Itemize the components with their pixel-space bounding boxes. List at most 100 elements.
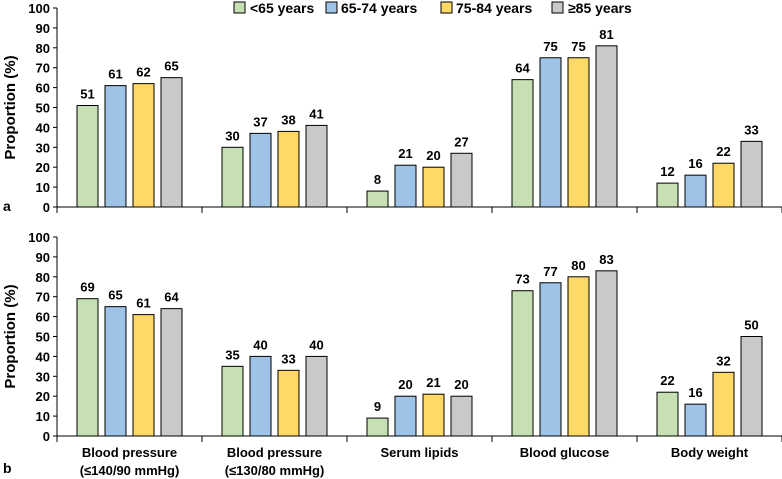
y-tick-label: 60 <box>36 310 50 325</box>
bar <box>740 140 763 208</box>
y-tick-label: 50 <box>36 330 50 345</box>
data-label: 77 <box>543 264 557 279</box>
legend-label: 75-84 years <box>456 0 533 16</box>
data-label: 41 <box>309 106 323 121</box>
bar <box>366 417 389 437</box>
y-tick-label: 80 <box>36 270 50 285</box>
data-label: 75 <box>571 39 585 54</box>
y-tick-label: 20 <box>36 160 50 175</box>
data-label: 37 <box>253 114 267 129</box>
y-tick-label: 100 <box>28 1 50 16</box>
y-tick-label: 60 <box>36 81 50 96</box>
data-label: 16 <box>688 156 702 171</box>
panel-a: Proportion (%) 0 10 20 30 40 50 60 70 80 90 100 51 61… <box>2 1 782 215</box>
y-tick-label: 10 <box>36 409 50 424</box>
y-tick-label: 100 <box>28 230 50 245</box>
legend: <65 years 65-74 years 75-84 years ≥85 ye… <box>233 0 632 16</box>
y-tick-label: 40 <box>36 349 50 364</box>
data-label: 80 <box>571 258 585 273</box>
y-tick-label: 40 <box>36 120 50 135</box>
x-tick-label: Serum lipids <box>380 445 458 460</box>
data-label: 32 <box>716 353 730 368</box>
bar <box>684 403 707 437</box>
data-label: 64 <box>164 290 179 305</box>
legend-label: <65 years <box>250 0 314 16</box>
data-label: 50 <box>744 318 758 333</box>
data-label: 16 <box>688 385 702 400</box>
data-label: 51 <box>80 87 94 102</box>
data-label: 81 <box>599 27 613 42</box>
x-tick-label: Blood glucose <box>520 445 610 460</box>
data-label: 38 <box>281 112 295 127</box>
y-tick-label: 90 <box>36 250 50 265</box>
y-tick-label: 0 <box>43 200 50 215</box>
legend-swatch <box>233 1 246 14</box>
bar <box>249 132 272 208</box>
bar <box>366 190 389 208</box>
data-label: 9 <box>374 399 381 414</box>
bar <box>221 365 244 437</box>
data-label: 40 <box>253 337 267 352</box>
legend-item: 75-84 years <box>440 0 533 16</box>
data-label: 33 <box>281 351 295 366</box>
y-tick-label: 0 <box>43 429 50 444</box>
data-label: 22 <box>716 144 730 159</box>
x-tick-label: (≤140/90 mmHg) <box>80 463 180 478</box>
data-label: 64 <box>515 61 530 76</box>
bar <box>595 270 618 437</box>
y-tick-label: 70 <box>36 290 50 305</box>
legend-label: ≥85 years <box>568 0 632 16</box>
x-tick-label: Blood pressure <box>227 445 322 460</box>
data-label: 21 <box>398 146 412 161</box>
y-tick-label: 50 <box>36 101 50 116</box>
data-label: 27 <box>454 134 468 149</box>
x-tick-label: Body weight <box>671 445 749 460</box>
legend-swatch <box>551 1 564 14</box>
data-label: 30 <box>225 128 239 143</box>
bar <box>511 290 534 437</box>
data-label: 73 <box>515 272 529 287</box>
bar <box>76 298 99 437</box>
y-tick-label: 30 <box>36 140 50 155</box>
bar <box>539 57 562 208</box>
legend-swatch <box>440 1 453 14</box>
bar <box>221 146 244 208</box>
bar <box>394 395 417 437</box>
bar <box>656 391 679 437</box>
data-label: 12 <box>660 164 674 179</box>
data-label: 62 <box>136 65 150 80</box>
y-tick-label: 70 <box>36 61 50 76</box>
data-label: 65 <box>164 59 178 74</box>
bar <box>305 355 328 437</box>
bar <box>684 174 707 208</box>
data-label: 40 <box>309 337 323 352</box>
bar <box>450 152 473 208</box>
legend-item: <65 years <box>233 0 314 16</box>
bar <box>595 45 618 208</box>
y-tick-label: 20 <box>36 389 50 404</box>
bar <box>160 77 183 208</box>
data-label: 35 <box>225 347 239 362</box>
panel-letter: b <box>3 460 12 476</box>
bar <box>249 355 272 437</box>
bar <box>104 306 127 437</box>
bar <box>740 336 763 437</box>
bar <box>422 166 445 208</box>
y-tick-label: 30 <box>36 369 50 384</box>
data-label: 83 <box>599 252 613 267</box>
bar <box>511 79 534 208</box>
panel-letter: a <box>3 198 11 214</box>
data-label: 75 <box>543 39 557 54</box>
y-axis-label: Proportion (%) <box>2 284 19 388</box>
bar <box>422 393 445 437</box>
bar <box>305 124 328 208</box>
data-label: 61 <box>108 67 122 82</box>
legend-item: 65-74 years <box>325 0 418 16</box>
bar <box>539 282 562 437</box>
data-label: 22 <box>660 373 674 388</box>
bar <box>567 276 590 437</box>
y-tick-label: 10 <box>36 180 50 195</box>
bar <box>160 308 183 437</box>
legend-item: ≥85 years <box>551 0 632 16</box>
